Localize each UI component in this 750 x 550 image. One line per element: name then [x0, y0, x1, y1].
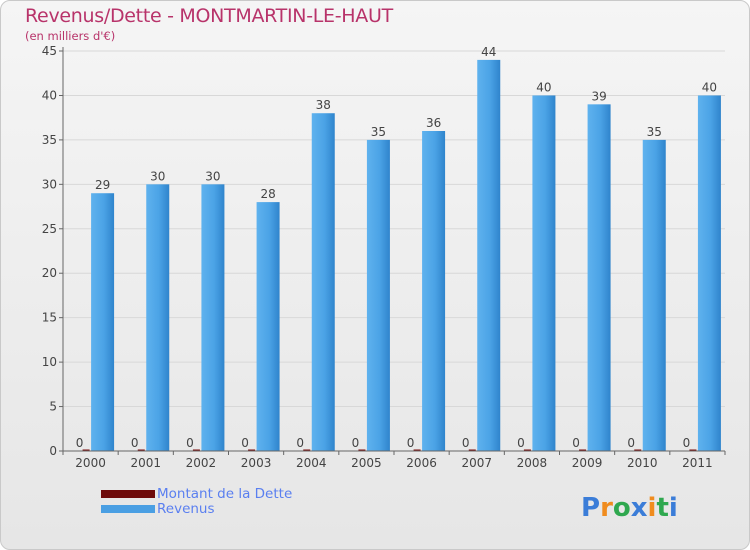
x-tick-label: 2007 — [461, 456, 492, 470]
data-label-revenus-2005: 35 — [371, 125, 386, 139]
data-label-revenus-2002: 30 — [205, 169, 220, 183]
bar-dette-2000 — [82, 449, 90, 451]
bar-dette-2004 — [303, 449, 311, 451]
data-label-dette-2010: 0 — [627, 436, 635, 450]
x-tick-label: 2011 — [682, 456, 713, 470]
chart-title: Revenus/Dette - MONTMARTIN-LE-HAUT — [25, 5, 393, 27]
data-label-dette-2001: 0 — [131, 436, 139, 450]
data-label-revenus-2003: 28 — [260, 187, 275, 201]
data-label-dette-2002: 0 — [186, 436, 194, 450]
bar-dette-2011 — [689, 449, 697, 451]
bar-dette-2005 — [358, 449, 366, 451]
bar-revenus-2003 — [256, 202, 280, 451]
bar-revenus-2011 — [697, 95, 721, 451]
bar-revenus-2007 — [477, 59, 501, 452]
bar-revenus-2004 — [311, 113, 335, 451]
data-label-dette-2004: 0 — [296, 436, 304, 450]
bar-revenus-2000 — [91, 193, 115, 451]
bar-dette-2007 — [468, 449, 476, 451]
bar-revenus-2006 — [422, 131, 446, 451]
data-label-dette-2011: 0 — [683, 436, 691, 450]
x-tick-label: 2010 — [627, 456, 658, 470]
bar-dette-2001 — [137, 449, 145, 451]
x-tick-label: 2003 — [241, 456, 272, 470]
bar-revenus-2009 — [587, 104, 611, 451]
y-tick-label: 30 — [42, 177, 57, 191]
legend-swatch-revenus — [101, 505, 155, 513]
bar-revenus-2010 — [642, 139, 666, 451]
bar-dette-2010 — [634, 449, 642, 451]
data-label-dette-2006: 0 — [407, 436, 415, 450]
bar-dette-2008 — [523, 449, 531, 451]
data-label-dette-2008: 0 — [517, 436, 525, 450]
bar-dette-2009 — [579, 449, 587, 451]
y-tick-label: 35 — [42, 133, 57, 147]
data-label-revenus-2011: 40 — [702, 80, 717, 94]
legend-label-revenus: Revenus — [157, 501, 215, 517]
y-tick-label: 10 — [42, 355, 57, 369]
x-tick-label: 2005 — [351, 456, 382, 470]
data-label-revenus-2006: 36 — [426, 116, 441, 130]
y-tick-label: 40 — [42, 88, 57, 102]
chart-subtitle: (en milliers d'€) — [25, 29, 116, 43]
data-label-revenus-2004: 38 — [316, 98, 331, 112]
bar-dette-2003 — [248, 449, 256, 451]
y-tick-label: 15 — [42, 311, 57, 325]
x-tick-label: 2001 — [130, 456, 161, 470]
bar-revenus-2005 — [366, 139, 390, 451]
x-tick-label: 2004 — [296, 456, 327, 470]
bar-dette-2002 — [192, 449, 200, 451]
data-label-dette-2005: 0 — [352, 436, 360, 450]
data-label-revenus-2008: 40 — [536, 80, 551, 94]
x-tick-label: 2002 — [186, 456, 217, 470]
x-tick-label: 2009 — [572, 456, 603, 470]
proxiti-logo: Proxiti — [581, 493, 678, 523]
data-label-dette-2009: 0 — [572, 436, 580, 450]
data-label-dette-2003: 0 — [241, 436, 249, 450]
data-label-revenus-2007: 44 — [481, 45, 496, 59]
y-tick-label: 0 — [49, 444, 57, 458]
x-tick-label: 2008 — [517, 456, 548, 470]
data-label-revenus-2000: 29 — [95, 178, 110, 192]
bar-dette-2006 — [413, 449, 421, 451]
data-label-dette-2007: 0 — [462, 436, 470, 450]
y-tick-label: 25 — [42, 222, 57, 236]
legend-label-dette: Montant de la Dette — [157, 486, 293, 502]
svg-text:Proxiti: Proxiti — [581, 493, 678, 523]
y-tick-label: 5 — [49, 400, 57, 414]
x-tick-label: 2006 — [406, 456, 437, 470]
bar-revenus-2001 — [146, 184, 170, 452]
bar-revenus-2002 — [201, 184, 225, 452]
data-label-revenus-2001: 30 — [150, 169, 165, 183]
y-tick-label: 45 — [42, 44, 57, 58]
bar-revenus-2008 — [532, 95, 556, 451]
data-label-revenus-2010: 35 — [647, 125, 662, 139]
legend-swatch-dette — [101, 490, 155, 498]
data-label-revenus-2009: 39 — [591, 89, 606, 103]
x-tick-label: 2000 — [75, 456, 106, 470]
y-tick-label: 20 — [42, 266, 57, 280]
data-label-dette-2000: 0 — [76, 436, 84, 450]
